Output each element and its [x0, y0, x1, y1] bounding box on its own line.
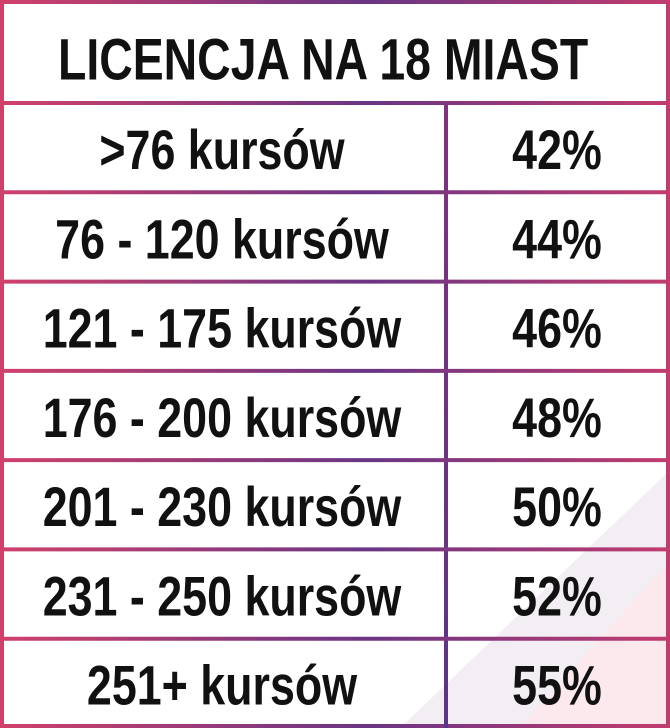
- cell: 44%: [512, 207, 602, 270]
- cell: 121 - 175 kursów: [43, 297, 402, 360]
- cell: 55%: [512, 654, 602, 717]
- range-label: 176 - 200 kursów: [43, 386, 402, 449]
- cell: >76 kursów: [99, 118, 345, 181]
- cell: 201 - 230 kursów: [43, 475, 402, 538]
- percent-label: 55%: [512, 654, 602, 717]
- cell: 42%: [512, 118, 602, 181]
- rows: >76 kursów 42% 76 - 120 kursów 44% 121 - 175…: [0, 101, 670, 717]
- range-label: 121 - 175 kursów: [43, 297, 402, 360]
- percent-label: 44%: [512, 207, 602, 270]
- range-label: 76 - 120 kursów: [55, 207, 389, 270]
- cell: 50%: [512, 475, 602, 538]
- percent-label: 48%: [512, 386, 602, 449]
- range-label: >76 kursów: [99, 118, 345, 181]
- cell: 176 - 200 kursów: [43, 386, 402, 449]
- percent-label: 50%: [512, 475, 602, 538]
- cell: 251+ kursów: [87, 654, 358, 717]
- range-label: 251+ kursów: [87, 654, 358, 717]
- range-label: 201 - 230 kursów: [43, 475, 402, 538]
- cell: 46%: [512, 297, 602, 360]
- percent-label: 42%: [512, 118, 602, 181]
- cell: 231 - 250 kursów: [43, 565, 402, 628]
- title-group: LICENCJA NA 18 MIAST: [58, 27, 588, 92]
- table-title: LICENCJA NA 18 MIAST: [58, 27, 588, 92]
- percent-label: 46%: [512, 297, 602, 360]
- cell: 52%: [512, 565, 602, 628]
- cell: 76 - 120 kursów: [55, 207, 389, 270]
- percent-label: 52%: [512, 565, 602, 628]
- range-label: 231 - 250 kursów: [43, 565, 402, 628]
- background-shape: [520, 560, 670, 728]
- cell: 48%: [512, 386, 602, 449]
